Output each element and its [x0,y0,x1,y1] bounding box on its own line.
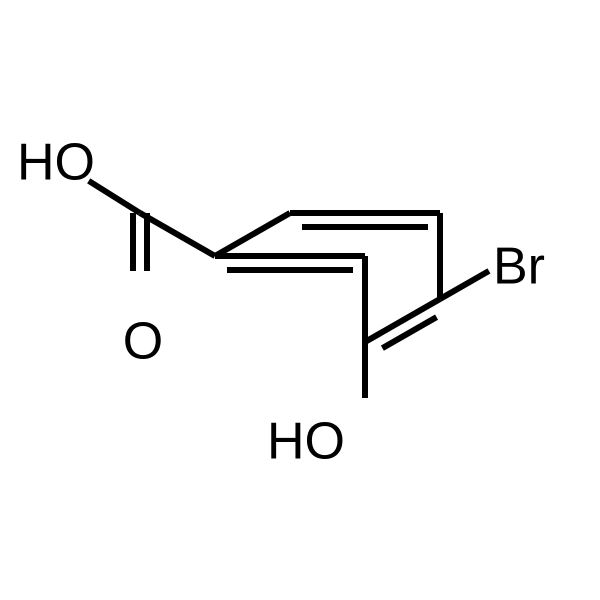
atom-label: O [123,313,163,371]
atom-label: Br [493,238,545,296]
molecule-diagram: HO O HO Br [0,0,600,600]
atom-label: HO [17,134,95,192]
atom-label: HO [267,413,345,471]
